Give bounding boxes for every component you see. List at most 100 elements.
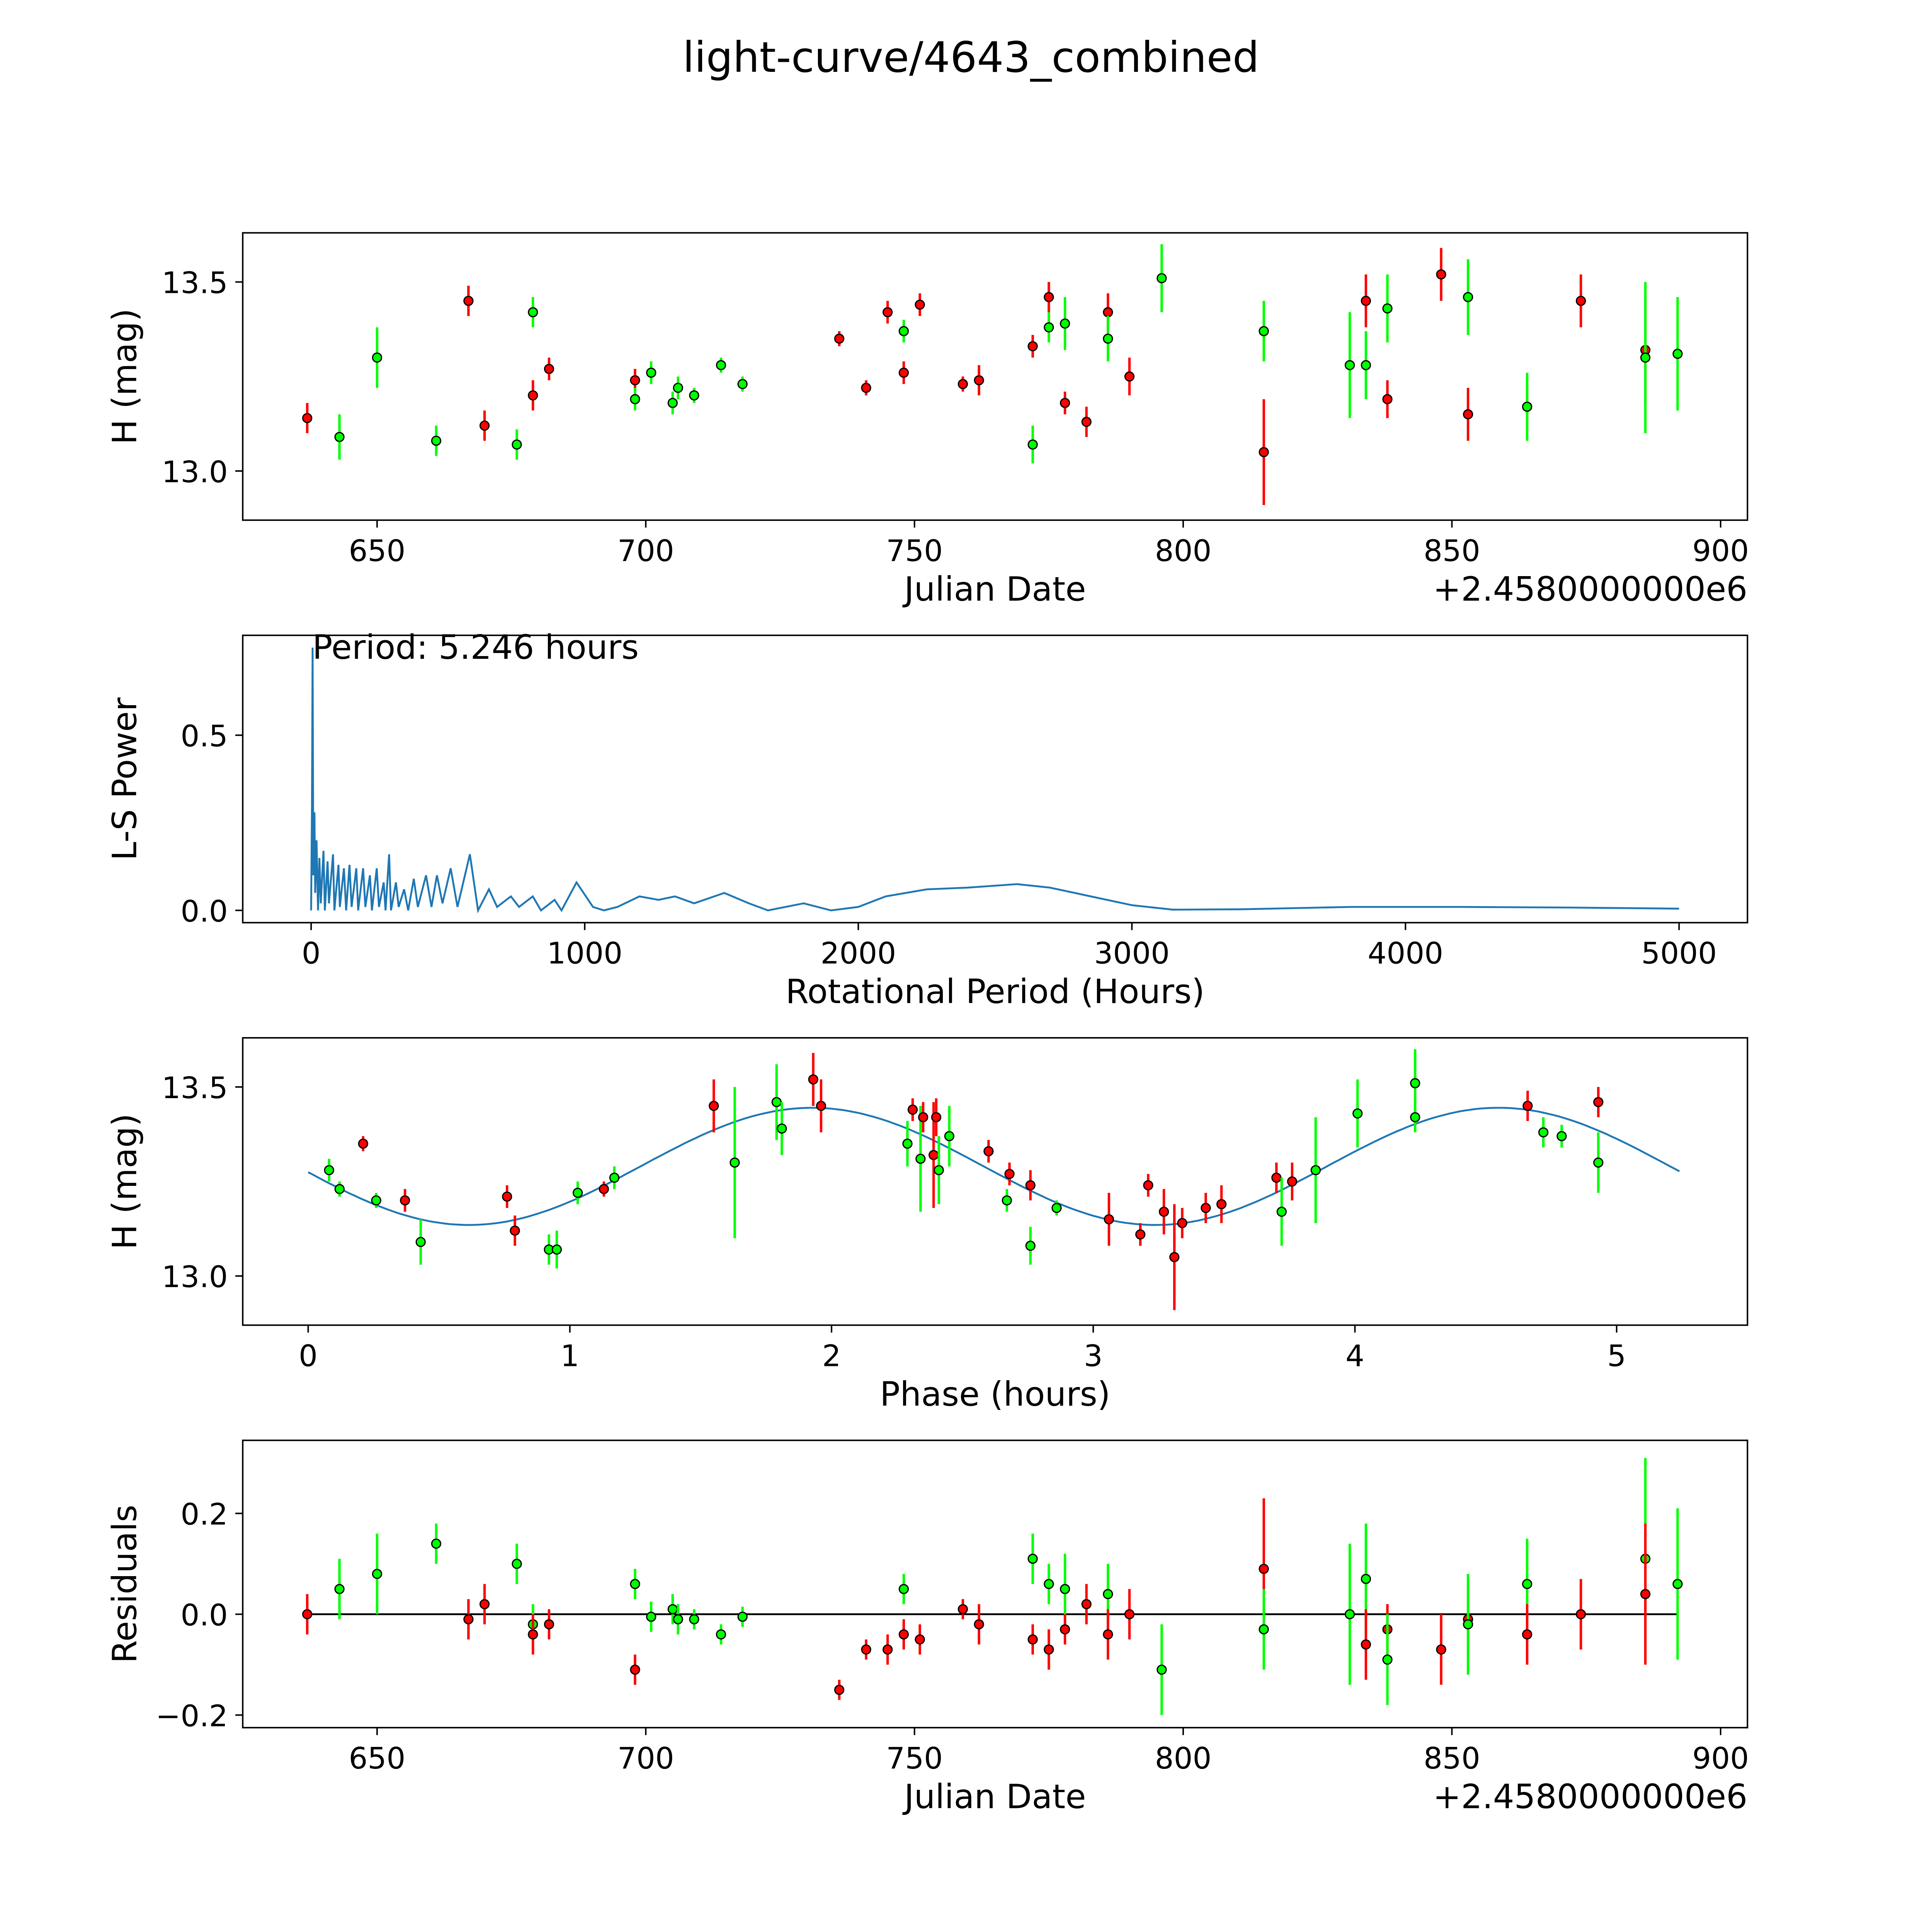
data-point-green [737, 1607, 748, 1627]
marker [709, 1100, 719, 1111]
x-tick-label: 0 [299, 1339, 318, 1373]
marker [1361, 1574, 1371, 1584]
plot-area [310, 647, 1679, 913]
marker [1103, 1589, 1113, 1599]
marker [902, 1138, 913, 1149]
marker [1463, 292, 1473, 303]
x-tick-label: 750 [886, 534, 943, 568]
data-point-green [324, 1158, 334, 1182]
x-tick-label: 900 [1692, 534, 1749, 568]
marker [400, 1195, 410, 1206]
marker [1593, 1097, 1604, 1107]
marker [510, 1225, 520, 1236]
y-axis-label: H (mag) [106, 1114, 145, 1250]
marker [630, 1579, 640, 1589]
x-tick-label: 900 [1692, 1742, 1749, 1776]
data-point-red [544, 357, 554, 381]
marker [689, 390, 699, 401]
data-point-green [1640, 282, 1651, 434]
data-point-green [1672, 297, 1683, 411]
marker [1382, 394, 1393, 405]
x-axis-label: Julian Date [902, 570, 1086, 609]
data-point-red [915, 293, 925, 316]
x-tick-label: 2000 [820, 937, 896, 971]
data-point-green [1025, 1227, 1036, 1265]
data-point-red [1027, 1624, 1038, 1655]
data-point-green [334, 1559, 345, 1619]
data-point-green [673, 376, 683, 400]
data-point-green [1259, 1589, 1269, 1670]
y-axis-label: H (mag) [106, 308, 145, 444]
plot-area [302, 1458, 1683, 1715]
data-point-green [1051, 1200, 1062, 1216]
data-point-red [1004, 1162, 1015, 1185]
marker [1382, 303, 1393, 314]
data-point-green [898, 320, 909, 343]
marker [1287, 1176, 1298, 1187]
x-tick-label: 3 [1084, 1339, 1103, 1373]
marker [1051, 1203, 1062, 1213]
data-point-green [371, 1193, 381, 1208]
marker [1361, 296, 1371, 306]
data-point-red [907, 1098, 918, 1121]
marker [1556, 1131, 1567, 1141]
x-tick-label: 750 [886, 1742, 943, 1776]
marker [1103, 307, 1113, 318]
marker [777, 1123, 787, 1134]
marker [861, 1644, 871, 1655]
marker [372, 1569, 383, 1579]
data-point-green [646, 361, 656, 384]
axes-frame [242, 1037, 1748, 1326]
marker [1104, 1214, 1114, 1225]
data-point-green [431, 1523, 442, 1564]
x-tick-label: 3000 [1094, 937, 1170, 971]
marker [358, 1138, 368, 1149]
marker [1124, 371, 1135, 382]
data-point-green [1103, 316, 1113, 362]
marker [974, 375, 984, 386]
marker [463, 296, 474, 306]
marker [599, 1184, 609, 1194]
marker [528, 1629, 538, 1639]
data-point-red [1081, 1584, 1092, 1624]
data-point-green [630, 388, 640, 411]
data-point-green [334, 1181, 345, 1197]
data-point-green [1027, 425, 1038, 464]
marker [302, 1609, 313, 1619]
marker [983, 1146, 994, 1156]
y-axis-label: L-S Power [106, 697, 145, 861]
data-point-red [1259, 399, 1269, 505]
marker [502, 1191, 512, 1202]
plot-area [302, 244, 1683, 505]
marker [1156, 273, 1167, 284]
data-point-red [1361, 1609, 1371, 1680]
marker [544, 1619, 554, 1629]
data-point-red [861, 1639, 871, 1660]
marker [1259, 326, 1269, 337]
data-point-green [1522, 372, 1532, 441]
data-point-red [957, 1599, 968, 1619]
marker [1216, 1199, 1227, 1209]
x-offset-text: +2.4580000000e6 [1433, 570, 1748, 609]
data-point-red [1382, 380, 1393, 418]
marker [1436, 269, 1446, 280]
panel-4: 650 700 750 800 850 900 −0.2 0.0 0.2 Julian Date R… [106, 1439, 1749, 1816]
marker [737, 379, 748, 389]
plot-area [308, 1049, 1680, 1310]
data-point-green [1276, 1177, 1287, 1246]
marker [883, 307, 893, 318]
data-point-green [915, 1106, 926, 1212]
data-point-red [479, 1584, 490, 1624]
y-tick-label: 13.0 [162, 455, 228, 490]
model-fit-curve [308, 1107, 1680, 1226]
marker [1027, 1553, 1038, 1564]
data-point-red [983, 1140, 994, 1163]
marker [934, 1165, 944, 1175]
marker [1201, 1203, 1211, 1213]
data-point-green [372, 327, 383, 388]
marker [898, 326, 909, 337]
marker [1410, 1078, 1420, 1088]
marker [1538, 1127, 1549, 1138]
marker [898, 1629, 909, 1639]
